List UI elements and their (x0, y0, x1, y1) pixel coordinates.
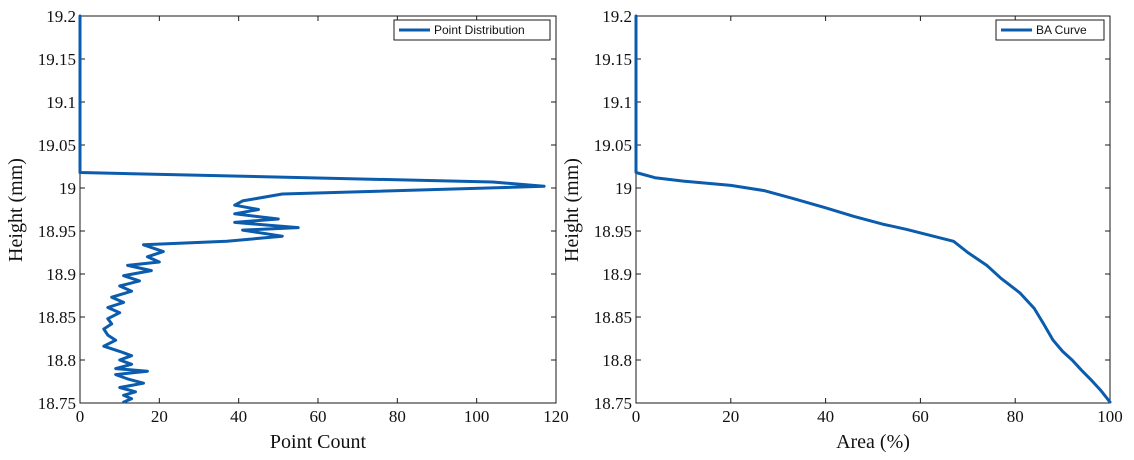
y-tick-label: 19.15 (594, 50, 632, 69)
y-tick-label: 19.15 (38, 50, 76, 69)
y-tick-label: 19.1 (46, 93, 76, 112)
plot-area-frame (635, 15, 1111, 404)
y-tick-label: 19.05 (594, 136, 632, 155)
y-tick-label: 18.95 (594, 222, 632, 241)
y-tick-label: 18.95 (38, 222, 76, 241)
series-line (634, 14, 1112, 404)
y-tick-label: 19.2 (602, 7, 632, 26)
x-tick-label: 80 (389, 407, 406, 426)
x-tick-label: 100 (464, 407, 490, 426)
y-tick-label: 18.85 (38, 308, 76, 327)
y-tick-label: 18.75 (594, 394, 632, 413)
y-tick-label: 19.05 (38, 136, 76, 155)
legend-label: Point Distribution (434, 23, 525, 37)
legend: BA Curve (995, 19, 1105, 41)
x-axis-label: Area (%) (836, 431, 910, 453)
x-tick-label: 60 (310, 407, 327, 426)
x-tick-label: 80 (1007, 407, 1024, 426)
y-tick-label: 18.9 (602, 265, 632, 284)
ba-curve-chart: 0 20 40 60 80 100 18.75 18.8 18.85 18.9 18.95 19 19.… (561, 7, 1123, 453)
y-axis-label: Height (mm) (561, 158, 583, 262)
legend-box (393, 19, 551, 41)
x-tick-label: 20 (722, 407, 739, 426)
y-tick-label: 19.1 (602, 93, 632, 112)
y-tick-label: 18.8 (46, 351, 76, 370)
y-tick-label: 18.9 (46, 265, 76, 284)
x-tick-label: 0 (76, 407, 85, 426)
chart-marks: 0 20 40 60 80 100 18.75 18.8 18.85 18.9 18.95 19 19.… (594, 7, 1123, 426)
x-tick-label: 120 (543, 407, 569, 426)
x-tick-label: 20 (151, 407, 168, 426)
y-tick-label: 18.75 (38, 394, 76, 413)
y-axis-label: Height (mm) (5, 158, 27, 262)
series-line (78, 14, 546, 404)
y-tick-label: 18.85 (594, 308, 632, 327)
y-tick-label: 19.2 (46, 7, 76, 26)
x-tick-label: 40 (817, 407, 834, 426)
x-tick-label: 40 (230, 407, 247, 426)
legend-label: BA Curve (1036, 23, 1087, 37)
x-tick-label: 60 (912, 407, 929, 426)
y-tick-label: 18.8 (602, 351, 632, 370)
y-tick-label: 19 (615, 179, 632, 198)
chart-marks: 0 20 40 60 80 100 120 18.75 18.8 18.85 18.9 18.95 19… (38, 7, 569, 426)
plot-area-frame (79, 15, 557, 404)
x-axis-label: Point Count (270, 431, 367, 453)
legend: Point Distribution (393, 19, 551, 41)
x-tick-label: 0 (632, 407, 641, 426)
x-tick-label: 100 (1097, 407, 1123, 426)
legend-box (995, 19, 1105, 41)
point-distribution-chart: 0 20 40 60 80 100 120 18.75 18.8 18.85 18.9 18.95 19… (5, 7, 569, 453)
y-tick-label: 19 (59, 179, 76, 198)
